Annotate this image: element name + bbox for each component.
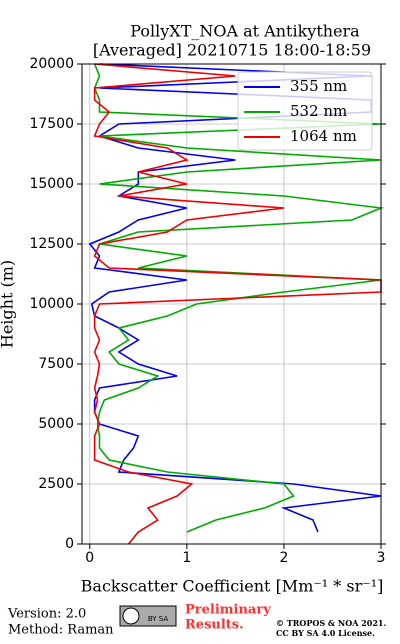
version: Version: 2.0	[7, 607, 86, 622]
cc-icon	[122, 607, 140, 625]
chart-title: PollyXT_NOA at Antikythera	[130, 22, 360, 41]
y-tick-label: 12500	[29, 236, 74, 252]
preliminary: Results.	[185, 618, 244, 633]
x-tick-label: 0	[85, 550, 94, 566]
preliminary: Preliminary	[185, 603, 271, 618]
method: Method: Raman	[8, 623, 114, 638]
legend-label: 1064 nm	[290, 127, 357, 145]
y-tick-label: 15000	[29, 176, 74, 192]
y-tick-label: 10000	[29, 296, 74, 312]
legend-label: 355 nm	[290, 77, 347, 95]
plot-frame	[81, 63, 382, 545]
y-tick-label: 17500	[29, 116, 74, 132]
profile-line	[93, 63, 382, 545]
x-tick-label: 2	[279, 550, 288, 566]
y-tick-label: 7500	[38, 356, 74, 372]
x-axis-label: Backscatter Coefficient [Mm⁻¹ * sr⁻¹]	[81, 577, 384, 596]
x-tick-label: 1	[182, 550, 191, 566]
chart-subtitle: [Averaged] 20210715 18:00-18:59	[93, 41, 371, 60]
profile-line	[88, 63, 382, 533]
y-tick-label: 5000	[38, 416, 74, 432]
badge-text: BY SA	[148, 615, 168, 623]
y-tick-label: 2500	[38, 476, 74, 492]
y-tick-label: 0	[65, 536, 74, 552]
x-tick-label: 3	[377, 550, 386, 566]
y-tick-label: 20000	[29, 56, 74, 72]
legend-box	[237, 71, 373, 151]
license: CC BY SA 4.0 License.	[276, 628, 375, 638]
legend-label: 532 nm	[290, 102, 347, 120]
y-axis-label: Height (m)	[0, 260, 17, 348]
copyright: © TROPOS & NOA 2021.	[276, 618, 386, 628]
